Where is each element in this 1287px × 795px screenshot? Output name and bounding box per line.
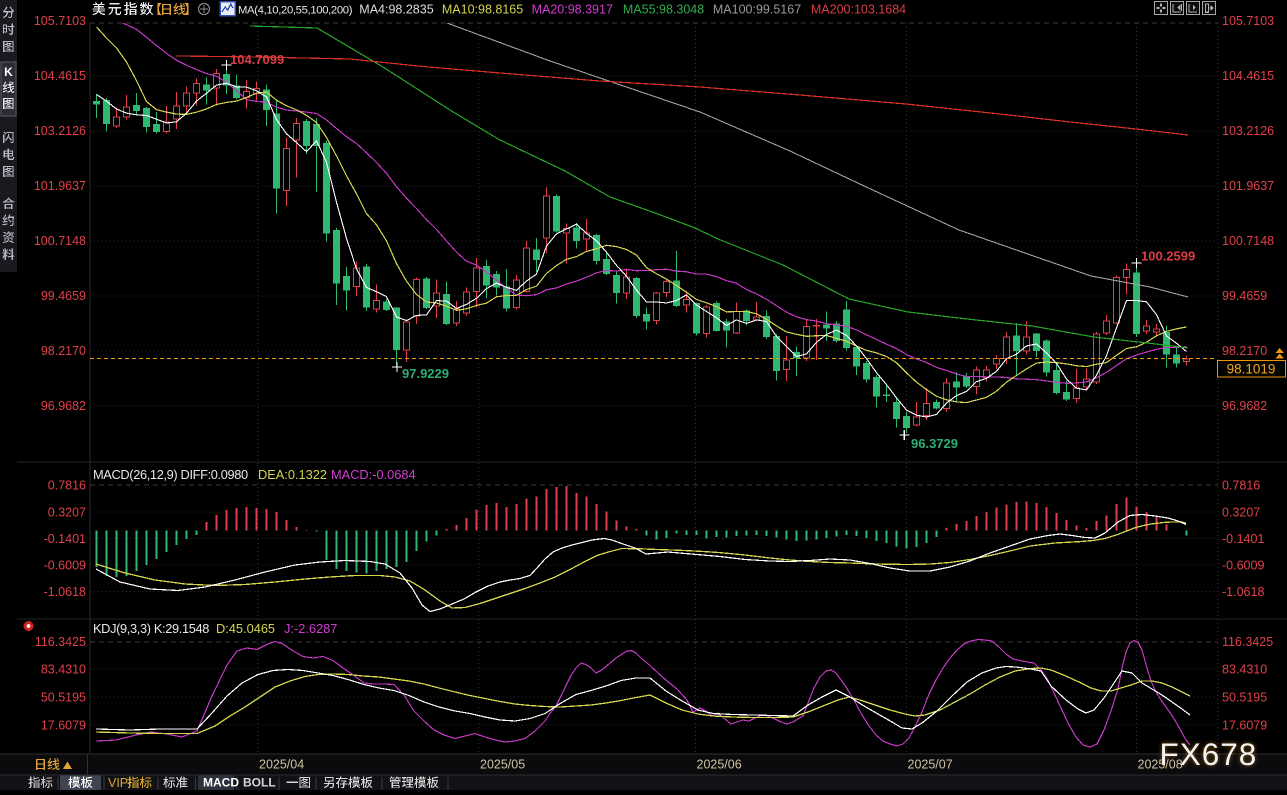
svg-text:116.3425: 116.3425 — [1222, 635, 1273, 649]
svg-text:97.9229: 97.9229 — [402, 366, 449, 381]
svg-text:104.4615: 104.4615 — [34, 69, 86, 83]
svg-text:0.7816: 0.7816 — [1222, 479, 1260, 493]
svg-text:0.3207: 0.3207 — [48, 506, 86, 520]
svg-text:BOLL: BOLL — [243, 776, 276, 790]
svg-text:101.9637: 101.9637 — [1222, 179, 1274, 193]
svg-text:-0.1401: -0.1401 — [1222, 532, 1264, 546]
svg-text:96.9682: 96.9682 — [1222, 399, 1267, 413]
svg-text:96.3729: 96.3729 — [911, 436, 958, 451]
svg-text:104.7099: 104.7099 — [230, 52, 284, 67]
svg-text:-0.6009: -0.6009 — [1222, 559, 1264, 573]
svg-text:100.7148: 100.7148 — [34, 234, 86, 248]
svg-text:-0.1401: -0.1401 — [44, 532, 86, 546]
svg-text:2025/08: 2025/08 — [1138, 758, 1183, 772]
svg-text:100.7148: 100.7148 — [1222, 234, 1274, 248]
svg-text:50.5195: 50.5195 — [1222, 691, 1267, 705]
svg-text:103.2126: 103.2126 — [1222, 124, 1274, 138]
svg-text:99.4659: 99.4659 — [41, 289, 86, 303]
svg-text:101.9637: 101.9637 — [34, 179, 86, 193]
svg-text:99.4659: 99.4659 — [1222, 289, 1267, 303]
svg-text:D:45.0465: D:45.0465 — [216, 621, 275, 636]
svg-text:96.9682: 96.9682 — [41, 399, 86, 413]
svg-text:MA200:103.1684: MA200:103.1684 — [811, 3, 906, 17]
svg-text:FX678: FX678 — [1160, 736, 1258, 772]
svg-text:MA20:98.3917: MA20:98.3917 — [532, 3, 613, 17]
svg-text:FX678: FX678 — [1160, 736, 1258, 772]
svg-text:104.4615: 104.4615 — [1222, 69, 1274, 83]
svg-text:98.1019: 98.1019 — [1227, 362, 1276, 377]
svg-text:MACD: MACD — [203, 776, 239, 790]
svg-text:0.3207: 0.3207 — [1222, 506, 1260, 520]
svg-text:105.7103: 105.7103 — [34, 14, 86, 28]
svg-text:MA10:98.8165: MA10:98.8165 — [442, 3, 523, 17]
svg-text:DEA:0.1322: DEA:0.1322 — [258, 467, 327, 482]
svg-text:KDJ(9,3,3) K:29.1548: KDJ(9,3,3) K:29.1548 — [93, 621, 209, 636]
svg-text:-1.0618: -1.0618 — [44, 585, 86, 599]
svg-text:2025/06: 2025/06 — [697, 758, 742, 772]
svg-text:100.2599: 100.2599 — [1141, 249, 1195, 264]
svg-text:VIP: VIP — [108, 776, 128, 790]
svg-text:J:-2.6287: J:-2.6287 — [284, 621, 337, 636]
svg-text:98.2170: 98.2170 — [41, 344, 86, 358]
svg-text:-0.6009: -0.6009 — [44, 559, 86, 573]
svg-text:0.7816: 0.7816 — [48, 479, 86, 493]
svg-text:105.7103: 105.7103 — [1222, 14, 1274, 28]
svg-text:MA100:99.5167: MA100:99.5167 — [713, 3, 801, 17]
svg-text:83.4310: 83.4310 — [1222, 663, 1267, 677]
svg-text:2025/07: 2025/07 — [908, 758, 953, 772]
svg-text:2025/04: 2025/04 — [259, 758, 304, 772]
svg-text:K: K — [4, 65, 13, 79]
svg-text:MACD(26,12,9) DIFF:0.0980: MACD(26,12,9) DIFF:0.0980 — [93, 467, 248, 482]
svg-text:MA4:98.2835: MA4:98.2835 — [359, 3, 433, 17]
svg-text:98.2170: 98.2170 — [1222, 344, 1267, 358]
svg-text:MA(4,10,20,55,100,200): MA(4,10,20,55,100,200) — [238, 5, 353, 17]
svg-text:17.6079: 17.6079 — [41, 719, 86, 733]
svg-text:MA55:98.3048: MA55:98.3048 — [623, 3, 704, 17]
svg-text:-1.0618: -1.0618 — [1222, 585, 1264, 599]
svg-text:50.5195: 50.5195 — [41, 691, 86, 705]
svg-text:116.3425: 116.3425 — [35, 635, 86, 649]
svg-text:17.6079: 17.6079 — [1222, 719, 1267, 733]
svg-text:83.4310: 83.4310 — [41, 663, 86, 677]
svg-text:MACD:-0.0684: MACD:-0.0684 — [331, 467, 416, 482]
svg-text:2025/05: 2025/05 — [480, 758, 525, 772]
svg-text:103.2126: 103.2126 — [34, 124, 86, 138]
